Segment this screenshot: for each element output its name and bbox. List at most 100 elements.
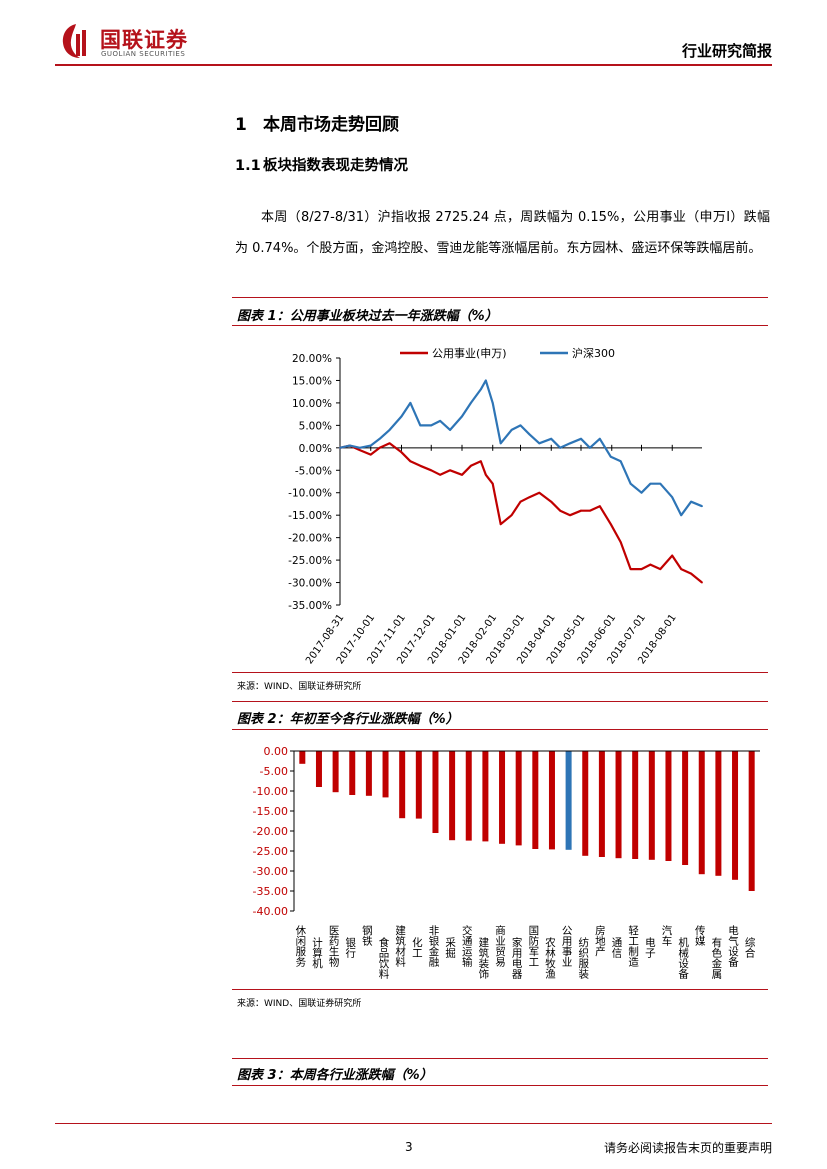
y-tick-label: -20.00 xyxy=(253,825,288,838)
data-point xyxy=(659,568,662,570)
data-point xyxy=(649,482,652,485)
figure1-source: 来源：WIND、国联证券研究所 xyxy=(237,682,362,692)
section-number: 1 xyxy=(235,115,247,135)
figure2-source: 来源：WIND、国联证券研究所 xyxy=(237,999,362,1009)
x-tick-label: 交通运输 xyxy=(461,924,473,968)
data-point xyxy=(659,482,662,485)
data-point xyxy=(580,509,582,512)
data-point xyxy=(690,500,692,503)
bar xyxy=(482,751,489,842)
data-point xyxy=(449,428,451,431)
data-point xyxy=(349,444,351,447)
data-point xyxy=(400,415,403,418)
bar xyxy=(548,751,555,850)
y-tick-label: -40.00 xyxy=(253,905,288,918)
data-point xyxy=(510,514,513,517)
data-point xyxy=(619,541,622,544)
x-tick-label: 建筑装饰 xyxy=(477,936,489,980)
bar xyxy=(399,751,406,819)
x-tick-label: 非银金融 xyxy=(427,925,439,968)
figure1-title: 图表 1：公用事业板块过去一年涨跌幅（%） xyxy=(237,309,498,324)
data-point xyxy=(528,496,531,499)
data-point xyxy=(470,464,472,467)
guolian-logo-icon xyxy=(62,24,86,58)
figure2-top-rule xyxy=(232,701,768,702)
legend-label: 沪深300 xyxy=(572,346,615,360)
x-tick-label: 机械设备 xyxy=(677,936,689,980)
y-tick-label: -20.00% xyxy=(288,533,332,545)
data-point xyxy=(598,437,601,440)
logo-chinese-text: 国联证券 xyxy=(100,28,188,52)
line-chart: 20.00% 15.00% 10.00% 5.00% 0.00% -5.00% -10.00… xyxy=(288,346,703,666)
bar xyxy=(332,751,339,793)
x-tick-label: 公用事业 xyxy=(561,925,573,967)
data-point xyxy=(461,415,463,418)
x-tick-label: 采掘 xyxy=(444,937,456,959)
data-point xyxy=(449,469,451,472)
data-point xyxy=(538,491,541,494)
data-point xyxy=(649,563,652,566)
data-point xyxy=(559,509,562,512)
report-type: 行业研究简报 xyxy=(681,42,772,60)
bar xyxy=(499,751,506,844)
x-tick-label: 医药生物 xyxy=(328,925,340,968)
bar xyxy=(365,751,372,796)
data-point xyxy=(629,482,632,485)
x-tick-label: 电子 xyxy=(644,936,656,958)
bar xyxy=(432,751,439,833)
figure2-bottom-rule xyxy=(232,989,768,990)
subsection-title: 板块指数表现走势情况 xyxy=(263,158,408,174)
figure3-title: 图表 3：本周各行业涨跌幅（%） xyxy=(237,1068,433,1083)
section-heading: 1 本周市场走势回顾 xyxy=(235,110,399,135)
x-tick-label: 轻工制造 xyxy=(627,924,639,967)
legend-label: 公用事业(申万) xyxy=(432,347,507,360)
bar xyxy=(615,751,622,859)
figure2-title-rule xyxy=(232,729,768,730)
data-point xyxy=(491,402,494,404)
x-tick-label: 国防军工 xyxy=(527,925,539,967)
y-tick-label: -15.00% xyxy=(288,510,332,522)
x-tick-label: 化工 xyxy=(411,936,423,958)
y-tick-label: -35.00 xyxy=(253,885,288,898)
figure3-top-rule xyxy=(232,1058,768,1059)
bar xyxy=(415,751,422,819)
y-tick-label: -30.00 xyxy=(253,865,288,878)
data-point xyxy=(609,523,612,526)
data-point xyxy=(388,428,391,431)
data-point xyxy=(701,505,703,508)
bar xyxy=(682,751,689,865)
data-point xyxy=(358,446,361,449)
data-point xyxy=(491,482,494,485)
data-point xyxy=(519,500,522,503)
figure2-title: 图表 2：年初至今各行业涨跌幅（%） xyxy=(237,712,459,727)
x-tick-label: 建筑材料 xyxy=(394,924,406,968)
data-point xyxy=(369,444,372,447)
figure1-title-rule xyxy=(232,325,768,326)
data-point xyxy=(598,505,601,508)
page-number: 3 xyxy=(405,1140,413,1154)
y-tick-label: 5.00% xyxy=(299,420,332,432)
data-point xyxy=(358,449,361,451)
data-point xyxy=(419,424,422,427)
x-tick-label: 传媒 xyxy=(694,925,706,947)
bar xyxy=(598,751,605,857)
series-line-1 xyxy=(339,442,703,584)
y-tick-label: 0.00% xyxy=(299,443,332,455)
x-tick-label: 计算机 xyxy=(311,936,323,969)
y-tick-label: 15.00% xyxy=(292,375,332,387)
bar xyxy=(648,751,655,860)
data-point xyxy=(559,446,562,449)
x-tick-label: 通信 xyxy=(611,937,623,959)
data-point xyxy=(671,496,674,499)
bar xyxy=(449,751,456,841)
data-point xyxy=(470,402,472,404)
x-tick-label: 食品饮料 xyxy=(378,936,390,980)
header-divider xyxy=(55,64,772,66)
data-point xyxy=(369,453,372,456)
y-tick-label: 10.00% xyxy=(292,398,332,410)
x-tick-label: 综合 xyxy=(744,936,756,959)
x-tick-label: 电气设备 xyxy=(727,924,739,968)
y-tick-label: -5.00 xyxy=(260,765,288,778)
bar xyxy=(715,751,722,876)
bar xyxy=(315,751,322,787)
